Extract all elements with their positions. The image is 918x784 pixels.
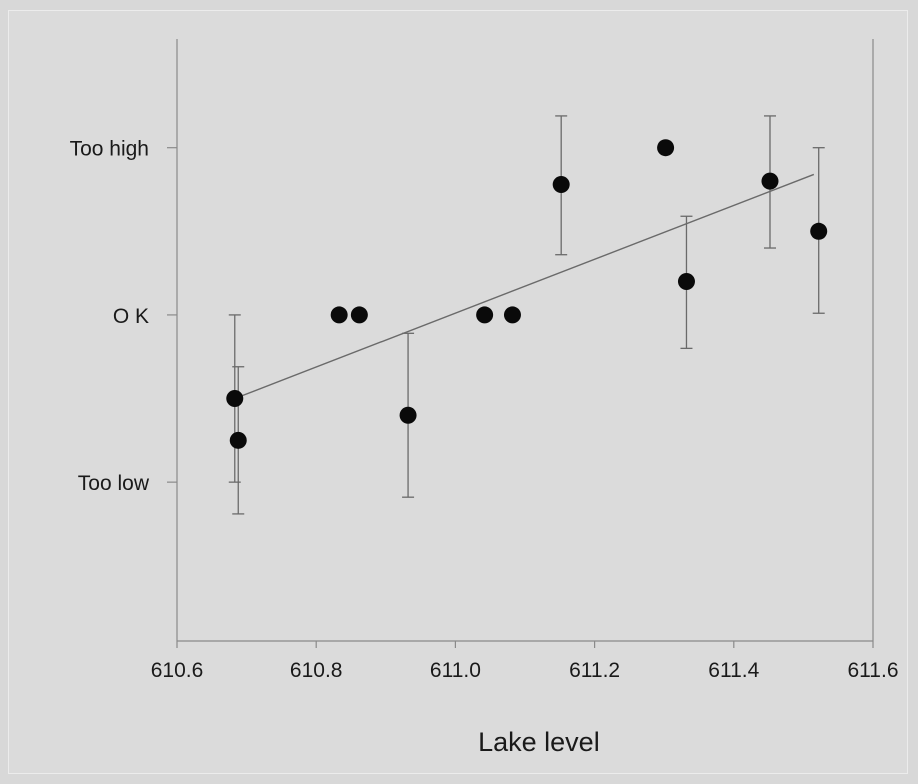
data-point <box>229 431 247 449</box>
x-tick-label: 610.8 <box>290 659 343 682</box>
x-tick-label: 611.0 <box>430 659 481 682</box>
data-point <box>330 306 348 324</box>
y-tick-label: O K <box>113 305 149 328</box>
data-point <box>503 306 521 324</box>
data-point <box>552 175 570 193</box>
error-bars <box>228 115 825 515</box>
chart-frame: 610.6 610.8 611.0 611.2 611.4 611.6 Too high O … <box>8 10 908 774</box>
y-tick-label: Too low <box>78 472 150 495</box>
trendline <box>234 173 815 400</box>
data-point <box>677 272 695 290</box>
x-tick-label: 611.4 <box>708 659 759 682</box>
data-point <box>399 406 417 424</box>
trendline-group <box>234 173 815 400</box>
tick-labels: 610.6 610.8 611.0 611.2 611.4 611.6 Too high O … <box>70 138 899 682</box>
axes <box>167 39 874 648</box>
data-point <box>350 306 368 324</box>
data-point <box>761 172 779 190</box>
scatter-chart: 610.6 610.8 611.0 611.2 611.4 611.6 Too high O … <box>70 39 899 757</box>
data-point <box>810 222 828 240</box>
x-tick-label: 611.6 <box>848 659 899 682</box>
y-tick-label: Too high <box>70 138 149 161</box>
data-point <box>226 390 244 408</box>
data-point <box>657 139 675 157</box>
x-axis-title: Lake level <box>478 727 600 757</box>
x-tick-label: 610.6 <box>151 659 204 682</box>
data-point <box>476 306 494 324</box>
data-points <box>226 139 828 449</box>
x-tick-label: 611.2 <box>569 659 620 682</box>
